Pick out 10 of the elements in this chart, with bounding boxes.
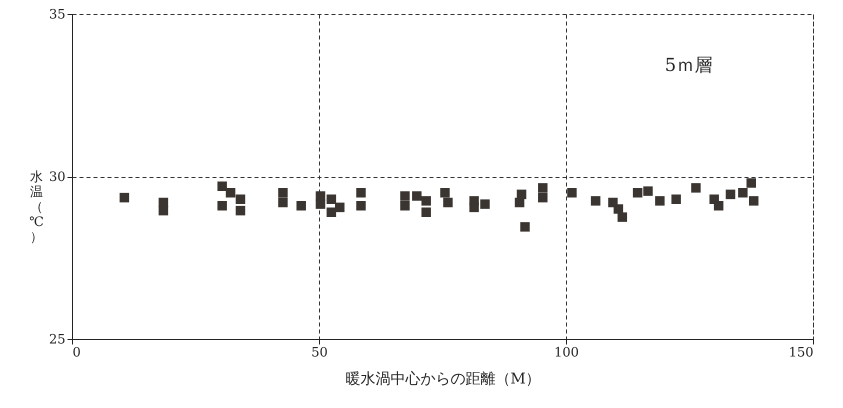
- y-axis-title: 水温（℃）: [29, 170, 44, 245]
- x-tick-label: 50: [311, 346, 328, 360]
- annotation: 5ｍ層: [664, 55, 712, 76]
- y-tick-label: 25: [48, 332, 66, 348]
- y-tick-label: 30: [48, 170, 66, 185]
- y-tick-label: 35: [48, 8, 66, 22]
- x-tick-label: 100: [554, 346, 579, 360]
- x-tick-label: 0: [72, 346, 81, 360]
- x-tick-label: 150: [788, 346, 814, 360]
- x-axis-title: 暖水渦中心からの距離（M）: [345, 370, 541, 388]
